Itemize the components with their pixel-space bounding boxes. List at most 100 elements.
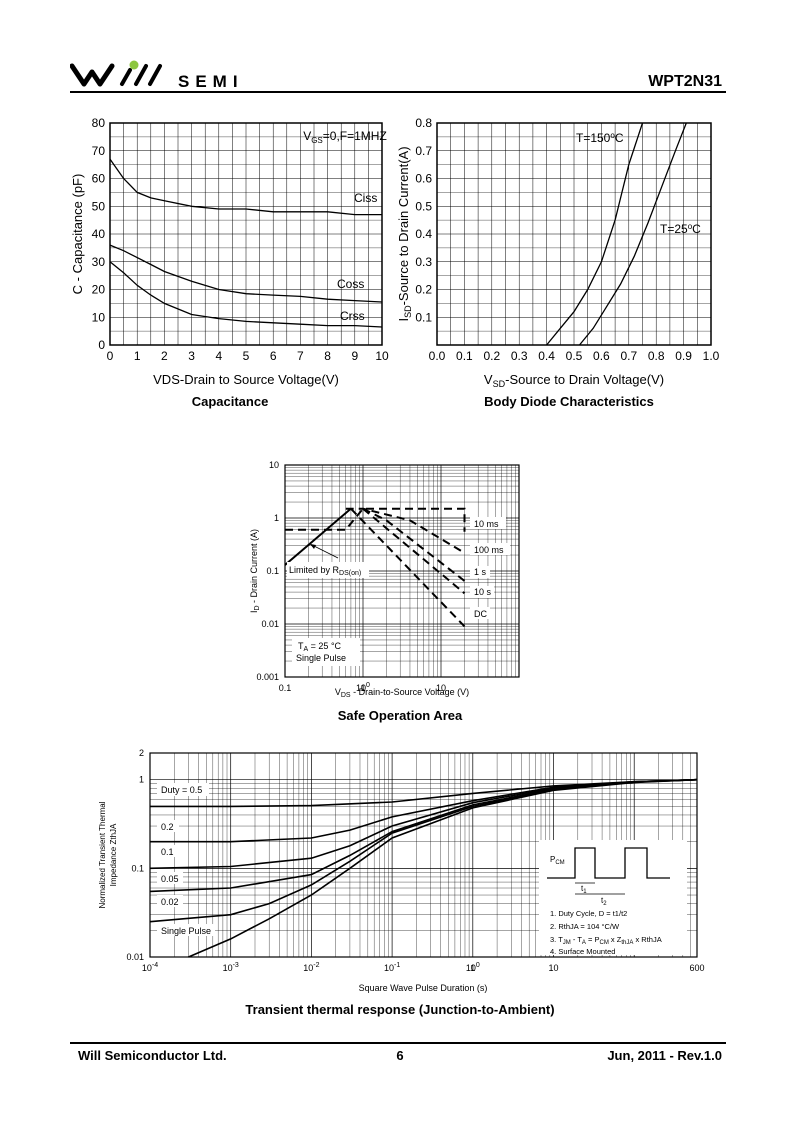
- y-tick-label: 0: [98, 338, 105, 352]
- x-tick-label: 1: [470, 963, 475, 973]
- series-label-100ms: 100 ms: [474, 545, 504, 555]
- plot-frame: [436, 122, 712, 346]
- y-tick-label: 80: [92, 116, 106, 130]
- x-tick-label: 2: [161, 349, 168, 363]
- y-tick-label: 1: [139, 775, 144, 785]
- series-label-single-pulse: Single Pulse: [161, 926, 211, 936]
- y-tick-label: 1: [274, 513, 279, 523]
- series-label-02: 0.2: [161, 822, 174, 832]
- series-label-10s: 10 s: [474, 587, 492, 597]
- y-tick-label: 0.7: [415, 144, 432, 158]
- x-tick-label: 10-2: [303, 962, 319, 973]
- x-tick-label: 0.1: [279, 683, 292, 693]
- transient-thermal-chart: 0.01 0.1 1 2 10-4 10-3 10-2 10-1 1 10 100 600 Duty …: [98, 748, 705, 993]
- y-axis-label: C - Capacitance (pF): [70, 174, 85, 295]
- y-tick-label: 0.1: [266, 566, 279, 576]
- x-tick-label: 6: [270, 349, 277, 363]
- series-line-t-25-c: [578, 122, 687, 346]
- chart-series: [109, 158, 383, 328]
- y-tick-label: 0.4: [415, 227, 432, 241]
- series-line-100-ms: [345, 507, 466, 554]
- y-tick-label: 0.8: [415, 116, 432, 130]
- t1-label: t1: [581, 884, 587, 895]
- chart-series: [149, 778, 698, 958]
- series-label-005: 0.05: [161, 874, 179, 884]
- chart-grid: [109, 122, 383, 346]
- y-tick-label: 0.1: [415, 310, 432, 324]
- x-tick-label: 0.6: [593, 349, 610, 363]
- y-tick-label: 50: [92, 199, 106, 213]
- y-axis-label: Normalized Transient Thermal: [98, 801, 107, 908]
- x-tick-label: 100: [356, 682, 370, 693]
- series-line-ciss: [109, 158, 382, 216]
- x-tick-label: 0.7: [620, 349, 637, 363]
- rds-on-limit-line: [284, 507, 352, 566]
- x-tick-label: 100: [466, 962, 480, 973]
- y-axis-label: ID - Drain Current (A): [249, 529, 261, 613]
- y-tick-label: 0.3: [415, 255, 432, 269]
- y-tick-label: 70: [92, 144, 106, 158]
- x-tick-label: 10-1: [384, 962, 400, 973]
- t2-label: t2: [601, 896, 607, 907]
- x-tick-label: 1: [134, 349, 141, 363]
- chart-ticks: 0.0 0.1 0.2 0.3 0.4 0.5 0.6 0.7 0.8 0.9 1.0 0.1 0.2 0…: [415, 116, 719, 363]
- chart-ticks: 0 1 2 3 4 5 6 7 8 9 10 0 10 20 30 40 50 60 70 80: [92, 116, 389, 363]
- series-label-ciss: Ciss: [354, 191, 377, 205]
- pcm-label: PCM: [550, 855, 565, 866]
- y-tick-label: 0.6: [415, 172, 432, 186]
- plot-frame: [284, 464, 520, 678]
- x-tick-label: 1.0: [703, 349, 720, 363]
- x-tick-label: 0.3: [511, 349, 528, 363]
- x-tick-label: 3: [188, 349, 195, 363]
- x-tick-label: 0.5: [566, 349, 583, 363]
- series-label-150c: T=150oC: [576, 131, 624, 145]
- series-line-dc: [350, 508, 466, 628]
- x-tick-label: 5: [243, 349, 250, 363]
- y-tick-label: 40: [92, 227, 106, 241]
- y-tick-label: 0.01: [261, 619, 279, 629]
- safe-operation-area-chart: 0.001 0.01 0.1 1 10 0.1 1 10 100 10 ms 100 ms 1 …: [249, 460, 520, 699]
- series-line-1-s: [362, 507, 466, 582]
- plot-frame: [149, 752, 698, 958]
- x-tick-label: 10-4: [142, 962, 158, 973]
- will-semi-logo-icon: [69, 60, 162, 87]
- x-axis-label: VDS - Drain-to-Source Voltage (V): [335, 687, 469, 699]
- y-tick-label: 10: [269, 460, 279, 470]
- x-axis-label: VDS-Drain to Source Voltage(V): [153, 372, 339, 387]
- chart-ticks: 0.01 0.1 1 2 10-4 10-3 10-2 10-1 1 10 100 600: [126, 748, 704, 973]
- y-tick-label: 60: [92, 172, 106, 186]
- part-number: WPT2N31: [648, 73, 722, 90]
- series-label-01: 0.1: [161, 847, 174, 857]
- y-tick-label: 0.1: [131, 863, 144, 873]
- x-tick-label: 8: [324, 349, 331, 363]
- series-line-0-2: [150, 778, 698, 843]
- series-label-002: 0.02: [161, 897, 179, 907]
- body-diode-chart: 0.0 0.1 0.2 0.3 0.4 0.5 0.6 0.7 0.8 0.9 1.0 0.1 0.2 0…: [396, 116, 720, 389]
- y-tick-label: 0.5: [415, 199, 432, 213]
- duty-cycle-inset: PCM t1 t2 1. Duty Cycle, D = t1/t2 2. Rt…: [539, 840, 687, 956]
- y-tick-label: 20: [92, 283, 106, 297]
- chart-caption-capacitance: Capacitance: [191, 394, 269, 409]
- y-tick-label: 2: [139, 748, 144, 758]
- x-tick-label: 0.1: [456, 349, 473, 363]
- note-2: 2. RthJA = 104 °C/W: [550, 922, 620, 931]
- chart-caption-body-diode: Body Diode Characteristics: [484, 394, 654, 409]
- x-tick-label: 0: [107, 349, 114, 363]
- chart-series: [546, 122, 687, 346]
- chart-annotation: VGS=0,F=1MHZ: [303, 129, 387, 145]
- series-line-coss: [109, 244, 383, 303]
- x-tick-label: 4: [215, 349, 222, 363]
- footer-date-rev: Jun, 2011 - Rev.1.0: [607, 1048, 722, 1063]
- chart-caption-soa: Safe Operation Area: [337, 708, 463, 723]
- single-pulse-annotation: Single Pulse: [296, 653, 346, 663]
- series-label-10ms: 10 ms: [474, 519, 499, 529]
- note-3: 3. TJM - TA = PCM x ZthJA x RthJA: [550, 935, 662, 946]
- y-tick-label: 10: [92, 310, 106, 324]
- y-tick-label: 0.01: [126, 952, 144, 962]
- x-tick-label: 9: [351, 349, 358, 363]
- x-tick-label: 10-3: [223, 962, 239, 973]
- series-line-crss: [109, 261, 383, 328]
- plot-frame: [109, 122, 383, 346]
- logo-text: SEMI: [178, 72, 244, 91]
- y-tick-label: 30: [92, 255, 106, 269]
